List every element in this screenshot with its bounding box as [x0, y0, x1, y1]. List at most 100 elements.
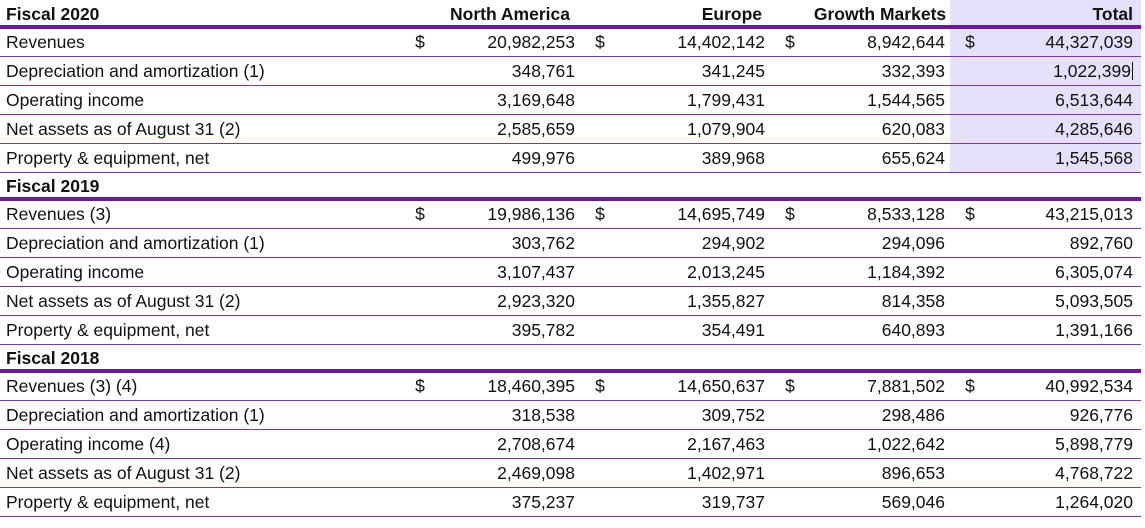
europe-cell[interactable]: 2,167,463 [620, 429, 770, 459]
currency-cell[interactable] [580, 257, 620, 287]
north-america-cell[interactable]: 348,761 [440, 56, 580, 86]
total-cell[interactable]: 6,305,074 [990, 257, 1141, 287]
currency-cell[interactable] [770, 315, 810, 345]
currency-cell[interactable] [950, 487, 990, 517]
north-america-cell[interactable]: 499,976 [440, 143, 580, 173]
currency-cell[interactable]: $ [950, 27, 990, 57]
currency-cell[interactable] [580, 286, 620, 316]
currency-cell[interactable] [950, 228, 990, 258]
north-america-cell[interactable]: 18,460,395 [440, 371, 580, 401]
growth-markets-cell[interactable]: 1,184,392 [810, 257, 950, 287]
header-spacer[interactable] [770, 172, 810, 201]
currency-cell[interactable] [770, 458, 810, 488]
north-america-cell[interactable]: 19,986,136 [440, 199, 580, 229]
fiscal-year-title[interactable]: Fiscal 2019 [0, 172, 400, 201]
total-cell[interactable]: 1,545,568 [990, 143, 1141, 173]
growth-markets-cell[interactable]: 8,533,128 [810, 199, 950, 229]
currency-cell[interactable] [400, 286, 440, 316]
currency-cell[interactable] [580, 429, 620, 459]
north-america-cell[interactable]: 318,538 [440, 400, 580, 430]
header-spacer[interactable] [950, 344, 990, 373]
europe-cell[interactable]: 1,079,904 [620, 114, 770, 144]
fiscal-year-title[interactable]: Fiscal 2020 [0, 0, 400, 29]
header-spacer[interactable] [950, 0, 990, 29]
currency-cell[interactable]: $ [580, 199, 620, 229]
header-spacer[interactable] [990, 344, 1141, 373]
growth-markets-cell[interactable]: 298,486 [810, 400, 950, 430]
header-spacer[interactable] [620, 344, 770, 373]
total-cell[interactable]: 43,215,013 [990, 199, 1141, 229]
currency-cell[interactable] [950, 286, 990, 316]
europe-cell[interactable]: 389,968 [620, 143, 770, 173]
currency-cell[interactable] [580, 56, 620, 86]
currency-cell[interactable]: $ [400, 27, 440, 57]
currency-cell[interactable]: $ [770, 27, 810, 57]
currency-cell[interactable] [950, 85, 990, 115]
row-label[interactable]: Depreciation and amortization (1) [0, 400, 400, 430]
row-label[interactable]: Net assets as of August 31 (2) [0, 286, 400, 316]
currency-cell[interactable] [580, 400, 620, 430]
header-north-america[interactable]: North America [440, 0, 580, 29]
currency-cell[interactable] [400, 458, 440, 488]
currency-cell[interactable] [400, 487, 440, 517]
total-cell[interactable]: 5,898,779 [990, 429, 1141, 459]
currency-cell[interactable]: $ [950, 371, 990, 401]
currency-cell[interactable] [770, 286, 810, 316]
growth-markets-cell[interactable]: 1,022,642 [810, 429, 950, 459]
currency-cell[interactable] [770, 56, 810, 86]
growth-markets-cell[interactable]: 8,942,644 [810, 27, 950, 57]
currency-cell[interactable] [400, 315, 440, 345]
growth-markets-cell[interactable]: 332,393 [810, 56, 950, 86]
currency-cell[interactable] [950, 429, 990, 459]
row-label[interactable]: Net assets as of August 31 (2) [0, 458, 400, 488]
currency-cell[interactable] [950, 143, 990, 173]
currency-cell[interactable]: $ [770, 199, 810, 229]
growth-markets-cell[interactable]: 7,881,502 [810, 371, 950, 401]
total-cell[interactable]: 926,776 [990, 400, 1141, 430]
currency-cell[interactable] [400, 257, 440, 287]
europe-cell[interactable]: 341,245 [620, 56, 770, 86]
currency-cell[interactable] [770, 400, 810, 430]
europe-cell[interactable]: 14,650,637 [620, 371, 770, 401]
europe-cell[interactable]: 319,737 [620, 487, 770, 517]
growth-markets-cell[interactable]: 294,096 [810, 228, 950, 258]
currency-cell[interactable] [400, 56, 440, 86]
europe-cell[interactable]: 14,695,749 [620, 199, 770, 229]
header-growth-markets[interactable]: Growth Markets [810, 0, 950, 29]
row-label[interactable]: Depreciation and amortization (1) [0, 228, 400, 258]
europe-cell[interactable]: 2,013,245 [620, 257, 770, 287]
row-label[interactable]: Depreciation and amortization (1) [0, 56, 400, 86]
currency-cell[interactable] [580, 228, 620, 258]
header-total[interactable]: Total [990, 0, 1141, 29]
header-spacer[interactable] [400, 344, 440, 373]
currency-cell[interactable] [400, 429, 440, 459]
currency-cell[interactable] [950, 257, 990, 287]
row-label[interactable]: Operating income [0, 257, 400, 287]
total-cell[interactable]: 1,391,166 [990, 315, 1141, 345]
north-america-cell[interactable]: 2,708,674 [440, 429, 580, 459]
currency-cell[interactable] [770, 487, 810, 517]
header-spacer[interactable] [400, 0, 440, 29]
growth-markets-cell[interactable]: 896,653 [810, 458, 950, 488]
header-spacer[interactable] [580, 344, 620, 373]
header-spacer[interactable] [580, 0, 620, 29]
total-cell[interactable]: 44,327,039 [990, 27, 1141, 57]
currency-cell[interactable] [400, 85, 440, 115]
growth-markets-cell[interactable]: 655,624 [810, 143, 950, 173]
total-cell[interactable]: 892,760 [990, 228, 1141, 258]
europe-cell[interactable]: 309,752 [620, 400, 770, 430]
growth-markets-cell[interactable]: 814,358 [810, 286, 950, 316]
europe-cell[interactable]: 354,491 [620, 315, 770, 345]
currency-cell[interactable] [770, 114, 810, 144]
europe-cell[interactable]: 1,799,431 [620, 85, 770, 115]
north-america-cell[interactable]: 2,585,659 [440, 114, 580, 144]
currency-cell[interactable] [400, 228, 440, 258]
total-cell[interactable]: 4,768,722 [990, 458, 1141, 488]
row-label[interactable]: Operating income [0, 85, 400, 115]
north-america-cell[interactable]: 2,923,320 [440, 286, 580, 316]
currency-cell[interactable] [770, 429, 810, 459]
header-spacer[interactable] [400, 172, 440, 201]
header-spacer[interactable] [810, 344, 950, 373]
north-america-cell[interactable]: 2,469,098 [440, 458, 580, 488]
currency-cell[interactable] [770, 228, 810, 258]
